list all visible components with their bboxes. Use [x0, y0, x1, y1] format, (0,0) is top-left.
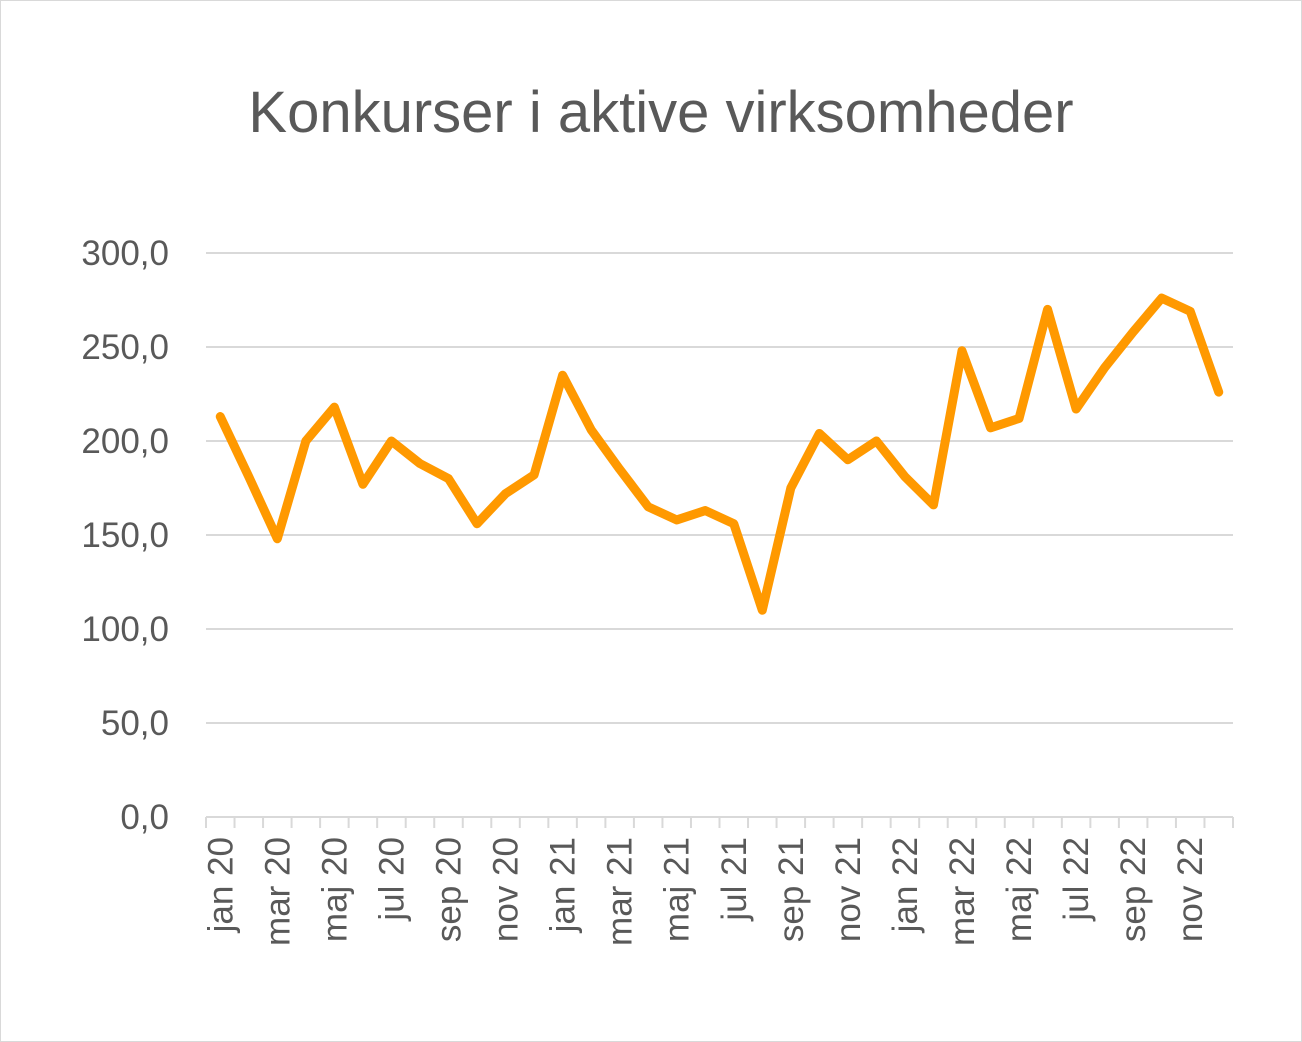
y-tick-label: 50,0: [101, 704, 169, 743]
x-tick-label: nov 21: [829, 837, 868, 942]
x-tick-label: mar 21: [601, 837, 640, 946]
x-tick-label: jul 21: [715, 837, 754, 922]
x-tick-label: jul 20: [372, 837, 411, 922]
y-tick-label: 150,0: [81, 516, 169, 555]
x-tick-label: maj 21: [658, 837, 697, 942]
y-tick-label: 0,0: [120, 798, 169, 837]
x-tick-label: mar 22: [943, 837, 982, 946]
x-tick-label: sep 21: [772, 837, 811, 942]
series-line: [215, 293, 1224, 615]
y-tick-label: 100,0: [81, 610, 169, 649]
y-tick-label: 200,0: [81, 422, 169, 461]
x-tick-label: jul 22: [1057, 837, 1096, 922]
x-tick-label: sep 20: [429, 837, 468, 942]
x-tick-label: nov 20: [487, 837, 526, 942]
x-tick-label: jan 20: [201, 837, 240, 933]
x-tick-label: jan 21: [544, 837, 583, 933]
x-tick-label: mar 20: [258, 837, 297, 946]
chart-title: Konkurser i aktive virksomheder: [248, 80, 1074, 145]
x-tick-label: nov 22: [1171, 837, 1210, 942]
x-tick-label: sep 22: [1114, 837, 1153, 942]
y-tick-label: 250,0: [81, 328, 169, 367]
x-tick-label: maj 22: [1000, 837, 1039, 942]
y-tick-label: 300,0: [81, 234, 169, 273]
x-tick-label: maj 20: [315, 837, 354, 942]
x-tick-label: jan 22: [886, 837, 925, 933]
